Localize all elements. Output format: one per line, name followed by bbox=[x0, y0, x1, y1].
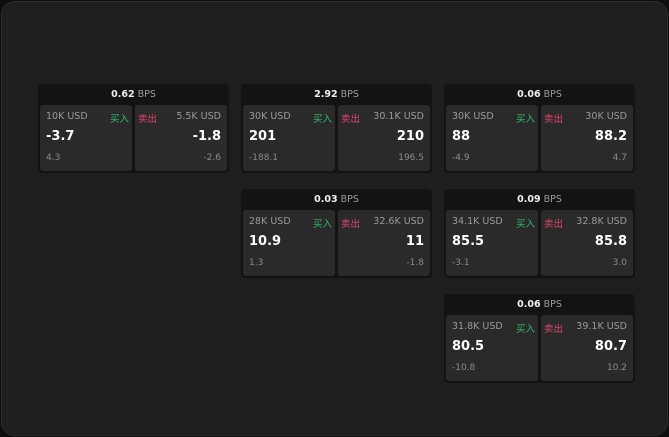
bid-size: 34.1K USD bbox=[452, 216, 503, 227]
sell-label: 卖出 bbox=[544, 114, 564, 125]
ask-size: 5.5K USD bbox=[176, 111, 221, 122]
bid-price: 10.9 bbox=[249, 234, 282, 249]
sell-tile[interactable]: 卖出 32.6K USD 11 -1.8 bbox=[338, 210, 430, 276]
buy-label: 买入 bbox=[515, 114, 535, 125]
quote-card: 0.06 BPS 31.8K USD 买入 80.5 -10.8 卖出 39.1… bbox=[444, 294, 635, 383]
bid-price: 80.5 bbox=[452, 339, 485, 354]
spread-unit: BPS bbox=[340, 89, 359, 100]
spread-header: 0.03 BPS bbox=[241, 189, 432, 210]
quote-card: 0.09 BPS 34.1K USD 买入 85.5 -3.1 卖出 32.8K… bbox=[444, 189, 635, 278]
buy-label: 买入 bbox=[312, 114, 332, 125]
buy-label: 买入 bbox=[515, 219, 535, 230]
ask-size: 30.1K USD bbox=[373, 111, 424, 122]
buy-tile[interactable]: 34.1K USD 买入 85.5 -3.1 bbox=[446, 210, 538, 276]
quote-card: 2.92 BPS 30K USD 买入 201 -188.1 卖出 30.1K … bbox=[241, 84, 432, 173]
ask-change: 3.0 bbox=[612, 258, 627, 268]
sell-label: 卖出 bbox=[138, 114, 158, 125]
spread-value: 0.09 bbox=[517, 194, 541, 205]
bid-size: 30K USD bbox=[249, 111, 291, 122]
spread-unit: BPS bbox=[137, 89, 156, 100]
sell-tile[interactable]: 卖出 5.5K USD -1.8 -2.6 bbox=[135, 105, 227, 171]
bid-change: -4.9 bbox=[452, 153, 470, 163]
spread-value: 2.92 bbox=[314, 89, 338, 100]
bid-size: 31.8K USD bbox=[452, 321, 503, 332]
quote-card: 0.03 BPS 28K USD 买入 10.9 1.3 卖出 32.6K US… bbox=[241, 189, 432, 278]
spread-header: 0.62 BPS bbox=[38, 84, 229, 105]
bid-change: 1.3 bbox=[249, 258, 264, 268]
spread-header: 2.92 BPS bbox=[241, 84, 432, 105]
buy-tile[interactable]: 10K USD 买入 -3.7 4.3 bbox=[40, 105, 132, 171]
ask-size: 30K USD bbox=[585, 111, 627, 122]
spread-value: 0.06 bbox=[517, 89, 541, 100]
buy-label: 买入 bbox=[515, 324, 535, 335]
quote-card: 0.62 BPS 10K USD 买入 -3.7 4.3 卖出 5.5K USD… bbox=[38, 84, 229, 173]
ask-change: 196.5 bbox=[398, 153, 424, 163]
sell-tile[interactable]: 卖出 39.1K USD 80.7 10.2 bbox=[541, 315, 633, 381]
spread-unit: BPS bbox=[340, 194, 359, 205]
sell-tile[interactable]: 卖出 30K USD 88.2 4.7 bbox=[541, 105, 633, 171]
spread-unit: BPS bbox=[543, 89, 562, 100]
ask-change: 4.7 bbox=[612, 153, 627, 163]
ask-price: 210 bbox=[396, 129, 424, 144]
spread-value: 0.62 bbox=[111, 89, 135, 100]
ask-change: -2.6 bbox=[203, 153, 221, 163]
buy-label: 买入 bbox=[109, 114, 129, 125]
spread-unit: BPS bbox=[543, 299, 562, 310]
spread-unit: BPS bbox=[543, 194, 562, 205]
sell-label: 卖出 bbox=[341, 114, 361, 125]
bid-price: 88 bbox=[452, 129, 471, 144]
bid-size: 30K USD bbox=[452, 111, 494, 122]
bid-size: 28K USD bbox=[249, 216, 291, 227]
spread-value: 0.03 bbox=[314, 194, 338, 205]
sell-tile[interactable]: 卖出 30.1K USD 210 196.5 bbox=[338, 105, 430, 171]
buy-tile[interactable]: 28K USD 买入 10.9 1.3 bbox=[243, 210, 335, 276]
ask-size: 32.8K USD bbox=[576, 216, 627, 227]
bid-change: -188.1 bbox=[249, 153, 279, 163]
ask-change: -1.8 bbox=[406, 258, 424, 268]
ask-change: 10.2 bbox=[606, 363, 627, 373]
buy-tile[interactable]: 30K USD 买入 88 -4.9 bbox=[446, 105, 538, 171]
spread-value: 0.06 bbox=[517, 299, 541, 310]
sell-label: 卖出 bbox=[544, 219, 564, 230]
bid-change: -3.1 bbox=[452, 258, 470, 268]
spread-header: 0.06 BPS bbox=[444, 84, 635, 105]
buy-label: 买入 bbox=[312, 219, 332, 230]
buy-tile[interactable]: 31.8K USD 买入 80.5 -10.8 bbox=[446, 315, 538, 381]
bid-change: 4.3 bbox=[46, 153, 61, 163]
bid-price: -3.7 bbox=[46, 129, 75, 144]
bid-size: 10K USD bbox=[46, 111, 88, 122]
bid-price: 201 bbox=[249, 129, 277, 144]
ask-price: -1.8 bbox=[192, 129, 221, 144]
quote-card: 0.06 BPS 30K USD 买入 88 -4.9 卖出 30K USD 8… bbox=[444, 84, 635, 173]
sell-label: 卖出 bbox=[544, 324, 564, 335]
ask-size: 39.1K USD bbox=[576, 321, 627, 332]
ask-price: 85.8 bbox=[594, 234, 627, 249]
bid-price: 85.5 bbox=[452, 234, 485, 249]
spread-header: 0.09 BPS bbox=[444, 189, 635, 210]
spread-header: 0.06 BPS bbox=[444, 294, 635, 315]
sell-label: 卖出 bbox=[341, 219, 361, 230]
ask-price: 11 bbox=[405, 234, 424, 249]
sell-tile[interactable]: 卖出 32.8K USD 85.8 3.0 bbox=[541, 210, 633, 276]
ask-price: 80.7 bbox=[594, 339, 627, 354]
bid-change: -10.8 bbox=[452, 363, 476, 373]
ask-price: 88.2 bbox=[594, 129, 627, 144]
ask-size: 32.6K USD bbox=[373, 216, 424, 227]
buy-tile[interactable]: 30K USD 买入 201 -188.1 bbox=[243, 105, 335, 171]
